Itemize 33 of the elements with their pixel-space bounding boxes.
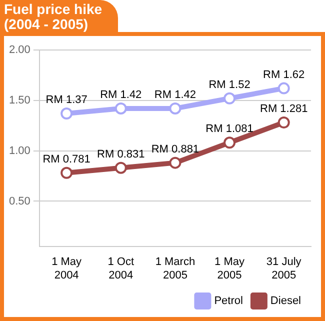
legend-label: Diesel [270,295,302,308]
x-tick-label: 1 March 2005 [155,256,196,282]
data-label: RM 1.42 [154,89,196,102]
point [60,166,73,179]
point [114,102,127,114]
point [278,82,290,94]
chart-title: Fuel price hike [4,1,104,17]
point [278,116,290,128]
data-label: RM 0.781 [42,153,90,166]
point [114,162,127,174]
data-label: RM 1.281 [260,103,308,116]
point [224,136,236,149]
point [169,102,182,114]
point [169,156,182,169]
x-tick-label: 31 July 2005 [266,256,302,282]
y-tick-label: 1.00 [8,144,30,157]
y-tick-label: 0.50 [8,195,30,208]
y-tick-label: 1.50 [8,94,30,106]
data-label: RM 0.831 [97,148,145,160]
data-label: RM 1.081 [206,123,254,136]
data-label: RM 1.62 [263,68,305,81]
chart-subtitle: (2004 - 2005) [4,16,90,32]
legend-label: Petrol [214,295,243,308]
point [60,108,73,120]
data-label: RM 1.42 [100,89,142,102]
x-tick-label: 1 May 2005 [214,256,245,282]
data-label: RM 1.52 [208,78,250,91]
x-tick-label: 1 May 2004 [52,256,82,282]
data-label: RM 1.37 [46,94,88,106]
y-tick-label: 2.00 [8,44,30,56]
x-tick-label: 1 Oct 2004 [108,256,134,282]
point [224,92,236,104]
data-label: RM 0.881 [151,143,200,156]
